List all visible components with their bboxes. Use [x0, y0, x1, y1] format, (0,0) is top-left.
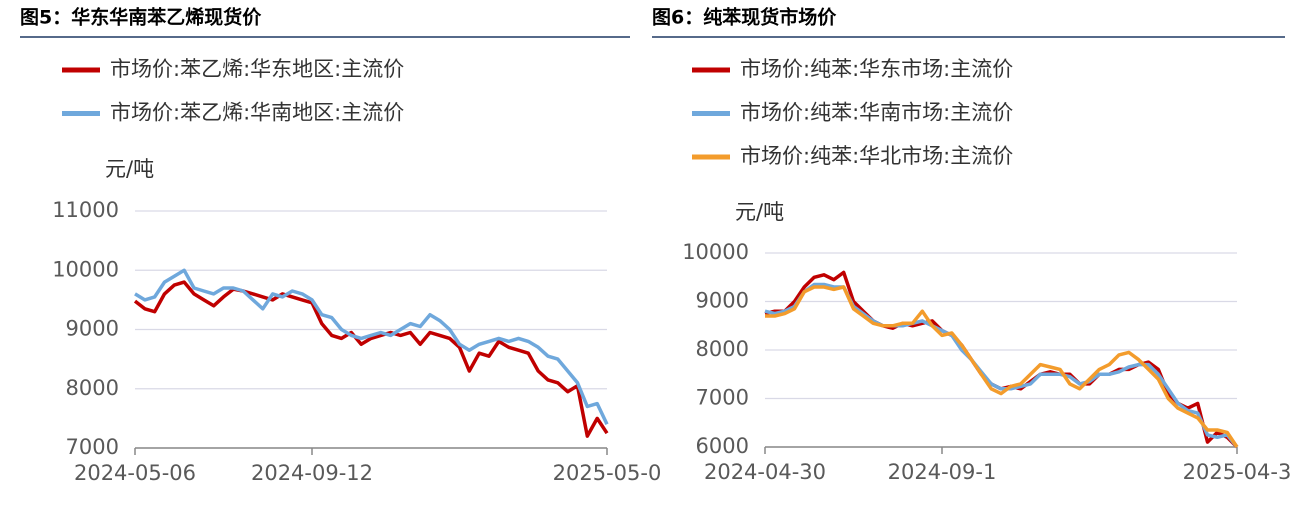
x-tick-label: 2025-05-0 — [553, 461, 662, 485]
series-line — [134, 268, 609, 426]
legend-label: 市场价:纯苯:华南市场:主流价 — [740, 101, 1013, 125]
y-tick-label: 9000 — [66, 317, 119, 341]
x-tick-label: 2024-09-1 — [888, 460, 997, 484]
y-tick-label: 10000 — [52, 257, 119, 281]
y-tick-label: 6000 — [696, 434, 749, 458]
legend-label: 市场价:纯苯:华北市场:主流价 — [740, 144, 1013, 168]
y-tick-label: 7000 — [696, 386, 749, 410]
series-line — [133, 280, 609, 438]
y-tick-label: 8000 — [66, 376, 119, 400]
y-tick-label: 10000 — [682, 240, 749, 264]
y-tick-label: 11000 — [52, 198, 119, 222]
x-tick-label: 2024-05-06 — [74, 461, 196, 485]
y-tick-label: 7000 — [66, 435, 119, 459]
y-axis-label: 元/吨 — [105, 157, 154, 181]
series-line — [764, 282, 1239, 449]
legend-label: 市场价:苯乙烯:华南地区:主流价 — [110, 101, 404, 125]
y-axis-label: 元/吨 — [735, 200, 784, 224]
legend-label: 市场价:苯乙烯:华东地区:主流价 — [110, 57, 404, 81]
x-tick-label: 2025-04-3 — [1183, 460, 1292, 484]
series-line — [764, 270, 1239, 449]
series-line — [765, 285, 1239, 448]
x-tick-label: 2024-04-30 — [704, 460, 826, 484]
x-tick-label: 2024-09-12 — [251, 461, 373, 485]
legend-label: 市场价:纯苯:华东市场:主流价 — [740, 57, 1013, 81]
y-tick-label: 9000 — [696, 289, 749, 313]
y-tick-label: 8000 — [696, 337, 749, 361]
chart-title: 图5：华东华南苯乙烯现货价 — [20, 6, 262, 29]
chart-title: 图6：纯苯现货市场价 — [652, 6, 837, 29]
